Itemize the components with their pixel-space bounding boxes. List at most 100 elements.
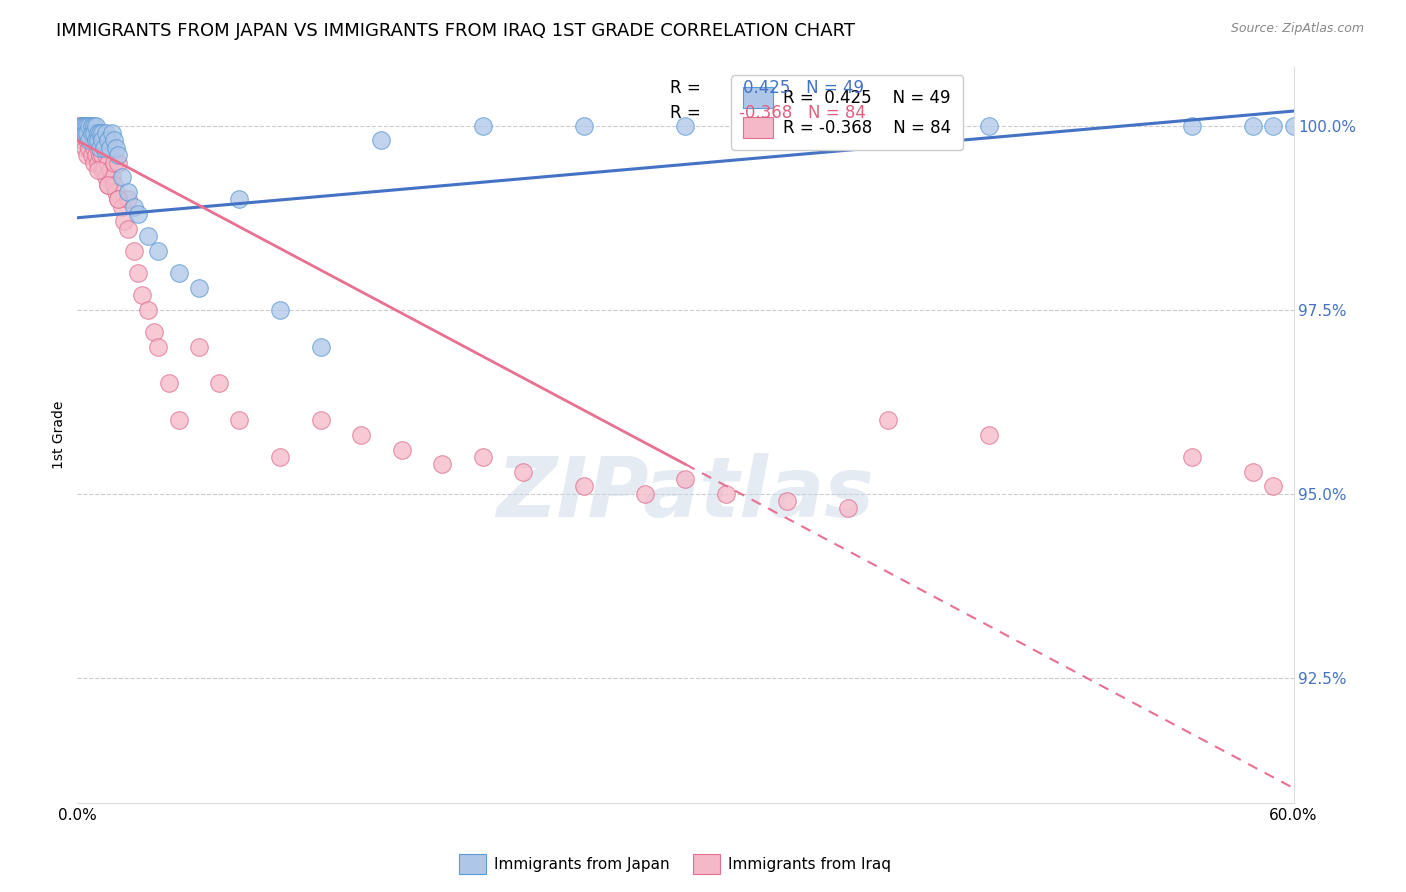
Legend: Immigrants from Japan, Immigrants from Iraq: Immigrants from Japan, Immigrants from I… (453, 848, 897, 880)
Point (432, 458, 454, 472)
Point (70, 119, 93, 133)
Text: IMMIGRANTS FROM JAPAN VS IMMIGRANTS FROM IRAQ 1ST GRADE CORRELATION CHART: IMMIGRANTS FROM JAPAN VS IMMIGRANTS FROM… (56, 22, 855, 40)
Point (83, 141, 105, 155)
Text: ZIPatlas: ZIPatlas (496, 453, 875, 534)
Point (72, 126, 94, 140)
Point (1263, 119, 1285, 133)
Point (167, 413, 190, 427)
Point (97, 178, 120, 192)
Point (103, 133, 125, 147)
Point (97, 178, 120, 192)
Text: 0.425   N = 49: 0.425 N = 49 (742, 78, 863, 96)
Point (122, 200, 145, 214)
Point (89, 148, 111, 162)
Point (86, 126, 108, 140)
Point (97, 141, 120, 155)
Point (837, 501, 859, 516)
Point (67, 119, 90, 133)
Point (471, 119, 494, 133)
Point (148, 340, 170, 354)
Point (86, 126, 108, 140)
Point (98, 141, 121, 155)
Point (98, 163, 121, 178)
Point (90, 133, 112, 147)
Text: R =: R = (669, 104, 700, 122)
Point (111, 200, 134, 214)
Point (776, 119, 799, 133)
Point (136, 229, 159, 244)
Point (90, 148, 112, 162)
Point (79, 119, 101, 133)
Point (97, 133, 120, 147)
Point (101, 126, 124, 140)
Point (79, 133, 101, 147)
Point (512, 465, 534, 479)
Point (80, 148, 103, 162)
Point (228, 193, 250, 207)
Point (80, 133, 103, 147)
Point (877, 413, 900, 427)
Point (80, 126, 103, 140)
Point (572, 479, 595, 493)
Point (83, 126, 105, 140)
Point (776, 494, 799, 508)
Point (188, 340, 211, 354)
Point (157, 376, 180, 391)
Point (93, 163, 115, 178)
Point (76, 133, 98, 147)
Point (103, 155, 125, 169)
Point (89, 141, 111, 155)
Point (208, 376, 231, 391)
Point (76, 119, 98, 133)
Point (72, 133, 94, 147)
Point (84, 133, 107, 147)
Point (101, 170, 124, 185)
Point (127, 266, 149, 280)
Point (86, 163, 108, 178)
Point (79, 141, 101, 155)
Point (131, 288, 153, 302)
Point (72, 119, 94, 133)
Point (75, 119, 97, 133)
Point (70, 133, 93, 147)
Point (1241, 119, 1264, 133)
Point (80, 119, 103, 133)
Point (309, 340, 332, 354)
Point (67, 126, 90, 140)
Point (94, 148, 117, 162)
Point (269, 450, 291, 464)
Point (117, 221, 139, 235)
Point (127, 207, 149, 221)
Point (79, 133, 101, 147)
Point (89, 126, 111, 140)
Point (86, 133, 108, 147)
Point (112, 214, 135, 228)
Point (107, 155, 129, 169)
Point (84, 119, 107, 133)
Point (93, 141, 115, 155)
Point (979, 119, 1001, 133)
Point (84, 148, 107, 162)
Point (979, 428, 1001, 442)
Point (111, 170, 134, 185)
Point (107, 193, 129, 207)
Point (76, 126, 98, 140)
Point (228, 413, 250, 427)
Point (90, 133, 112, 147)
Point (188, 281, 211, 295)
Point (391, 442, 413, 457)
Point (97, 155, 120, 169)
Point (143, 325, 166, 339)
Point (634, 487, 657, 501)
Point (75, 141, 97, 155)
Point (1263, 479, 1285, 493)
Point (90, 163, 112, 178)
Point (1181, 119, 1204, 133)
Point (122, 244, 145, 258)
Point (80, 126, 103, 140)
Point (75, 126, 97, 140)
Point (70, 119, 93, 133)
Point (89, 133, 111, 147)
Point (103, 178, 125, 192)
Point (83, 155, 105, 169)
